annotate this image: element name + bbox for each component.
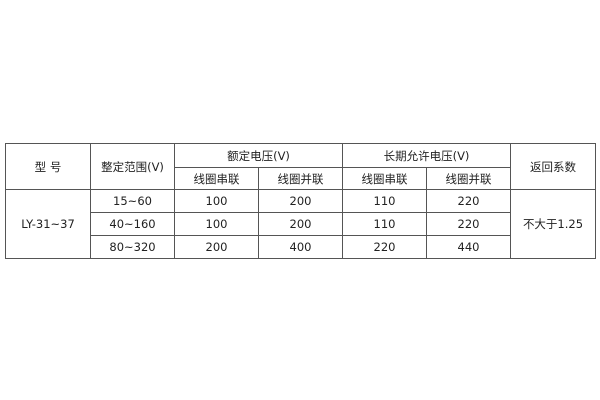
range-cell: 40~160 — [90, 212, 175, 236]
table-row: LY-31~37 15~60 100 200 110 220 不大于1.25 — [5, 189, 596, 259]
table-row: 80~320 200 400 220 440 — [6, 235, 596, 259]
subheader-long-parallel: 线圈并联 — [426, 167, 511, 190]
rated-parallel-cell: 200 — [258, 212, 343, 236]
header-rated-voltage: 额定电压(V) — [174, 143, 343, 168]
rated-parallel-cell: 200 — [258, 189, 343, 213]
range-cell: 15~60 — [90, 189, 175, 213]
header-model: 型 号 — [5, 143, 91, 190]
long-series-cell: 110 — [342, 212, 427, 236]
rated-series-cell: 100 — [174, 212, 259, 236]
header-long-term-voltage: 长期允许电压(V) — [342, 143, 511, 168]
rated-series-cell: 200 — [174, 235, 259, 259]
long-parallel-cell: 220 — [426, 212, 511, 236]
header-range: 整定范围(V) — [90, 143, 175, 190]
header-row: 型 号 整定范围(V) 额定电压(V) 长期允许电压(V) 返回系数 — [5, 143, 596, 190]
return-coefficient-cell: 不大于1.25 — [510, 189, 596, 259]
long-series-cell: 110 — [342, 189, 427, 213]
rated-series-cell: 100 — [174, 189, 259, 213]
spec-table: 型 号 整定范围(V) 额定电压(V) 长期允许电压(V) 返回系数 线圈串联 … — [5, 143, 596, 259]
rated-parallel-cell: 400 — [258, 235, 343, 259]
model-cell: LY-31~37 — [5, 189, 91, 259]
long-parallel-cell: 220 — [426, 189, 511, 213]
subheader-rated-series: 线圈串联 — [174, 167, 259, 190]
long-parallel-cell: 440 — [426, 235, 511, 259]
subheader-long-series: 线圈串联 — [342, 167, 427, 190]
subheader-rated-parallel: 线圈并联 — [258, 167, 343, 190]
table-row: 40~160 100 200 110 220 — [6, 212, 596, 236]
range-cell: 80~320 — [90, 235, 175, 259]
long-series-cell: 220 — [342, 235, 427, 259]
header-return-coefficient: 返回系数 — [510, 143, 596, 190]
